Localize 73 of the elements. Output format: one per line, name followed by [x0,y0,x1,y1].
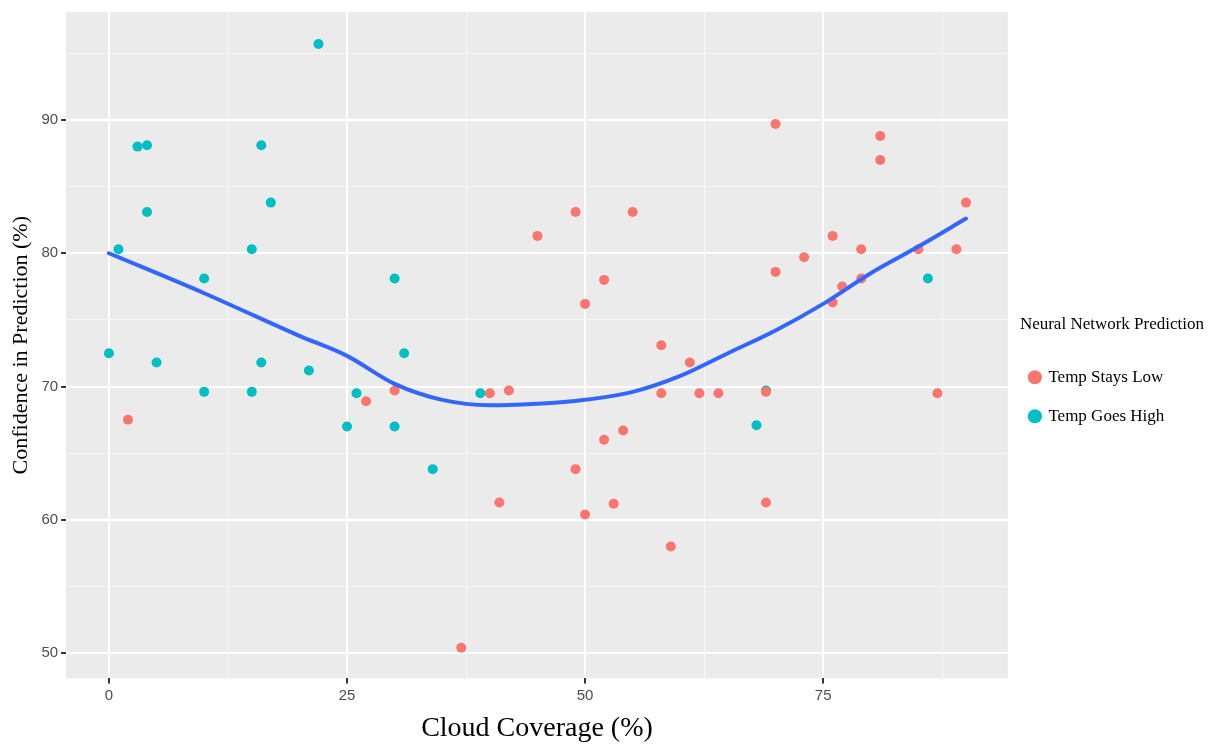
point [361,396,372,407]
point [761,497,772,508]
point [532,230,543,241]
point [875,154,886,165]
point [503,385,514,396]
point [475,388,486,399]
point [665,541,676,552]
point [256,140,267,151]
point [427,464,438,475]
point [656,388,667,399]
point [113,244,124,255]
point [580,298,591,309]
point [494,497,505,508]
point [570,206,581,217]
point [456,642,467,653]
point [484,388,495,399]
point [246,244,257,255]
point [951,244,962,255]
y-tick-label: 70 [41,376,59,394]
point [960,197,971,208]
point [684,357,695,368]
point [246,386,257,397]
point [570,464,581,475]
x-tick-label: 0 [104,685,114,703]
point [351,388,362,399]
point [713,388,724,399]
point [142,140,153,151]
point [608,498,619,509]
x-tick-label: 25 [338,685,356,703]
point [303,365,314,376]
point [751,420,762,431]
point [256,357,267,368]
point [618,425,629,436]
point [770,266,781,277]
point [389,273,400,284]
y-tick-label: 90 [41,110,59,128]
point [389,385,400,396]
legend-label: Temp Goes High [1048,405,1165,425]
point [103,348,114,359]
point [580,509,591,520]
point [265,197,276,208]
point [142,206,153,217]
point [599,434,610,445]
y-axis-title: Confidence in Prediction (%) [6,215,32,475]
point [932,388,943,399]
point [656,340,667,351]
point [342,421,353,432]
line-series [106,216,968,408]
point [122,414,133,425]
point [313,38,324,49]
legend-title: Neural Network Prediction [1019,314,1205,334]
point [875,130,886,141]
point [827,230,838,241]
legend-label: Temp Stays Low [1048,366,1165,386]
point [199,386,210,397]
point [922,273,933,284]
point [132,141,143,152]
point [199,273,210,284]
point [799,252,810,263]
point [627,206,638,217]
point [389,421,400,432]
point [770,118,781,129]
y-tick-label: 60 [41,509,59,527]
x-axis-title: Cloud Coverage (%) [421,710,653,742]
x-tick-label: 50 [576,685,594,703]
point [599,274,610,285]
y-tick-label: 50 [41,643,59,661]
point [151,357,162,368]
point [694,388,705,399]
y-tick-label: 80 [41,243,59,261]
x-tick-label: 75 [814,685,832,703]
point [399,348,410,359]
point [856,244,867,255]
